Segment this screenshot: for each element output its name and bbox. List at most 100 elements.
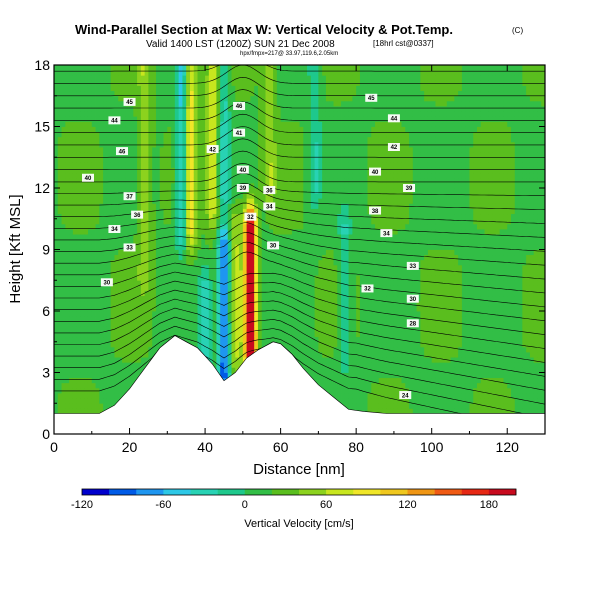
velocity-cell (95, 100, 100, 107)
velocity-cell (54, 326, 59, 332)
velocity-cell (295, 111, 300, 117)
velocity-cell (231, 213, 236, 220)
velocity-cell (80, 239, 85, 245)
velocity-cell (276, 141, 282, 148)
velocity-cell (186, 239, 191, 245)
velocity-cell (239, 249, 244, 256)
velocity-cell (269, 172, 274, 179)
velocity-cell (178, 218, 183, 225)
velocity-cell (148, 352, 153, 358)
velocity-cell (235, 70, 240, 76)
velocity-cell (254, 106, 259, 112)
velocity-cell (291, 90, 297, 97)
velocity-cell (129, 239, 134, 245)
velocity-cell (250, 311, 255, 317)
velocity-cell (189, 203, 195, 209)
velocity-cell (291, 244, 297, 250)
velocity-cell (189, 249, 195, 256)
velocity-cell (235, 198, 240, 204)
velocity-cell (133, 336, 138, 343)
velocity-cell (137, 295, 142, 302)
velocity-cell (152, 121, 157, 127)
velocity-cell (205, 203, 210, 209)
velocity-cell (295, 193, 300, 199)
velocity-cell (129, 152, 134, 158)
velocity-cell (95, 403, 100, 409)
velocity-cell (72, 172, 78, 179)
velocity-cell (65, 239, 70, 245)
velocity-cell (216, 316, 221, 322)
velocity-cell (69, 188, 74, 194)
velocity-cell (254, 177, 259, 184)
velocity-cell (212, 331, 217, 338)
velocity-cell (76, 172, 81, 179)
velocity-cell (189, 336, 195, 343)
velocity-cell (114, 249, 119, 256)
velocity-cell (227, 249, 232, 256)
velocity-cell (140, 264, 146, 271)
velocity-cell (121, 295, 127, 302)
velocity-cell (254, 75, 259, 81)
velocity-cell (220, 208, 225, 215)
velocity-cell (205, 326, 210, 332)
velocity-cell (189, 331, 195, 338)
velocity-cell (280, 305, 285, 312)
velocity-cell (273, 141, 278, 148)
velocity-cell (205, 213, 210, 220)
velocity-cell (163, 131, 168, 138)
velocity-cell (220, 75, 225, 81)
velocity-cell (69, 111, 74, 117)
velocity-cell (167, 70, 172, 76)
velocity-cell (189, 275, 195, 281)
velocity-cell (61, 382, 66, 389)
velocity-cell (246, 229, 251, 235)
velocity-cell (273, 100, 278, 107)
velocity-cell (178, 311, 183, 317)
velocity-cell (310, 326, 316, 332)
velocity-cell (103, 290, 108, 297)
velocity-cell (76, 229, 81, 235)
velocity-cell (310, 254, 316, 261)
velocity-cell (208, 239, 214, 245)
velocity-cell (227, 162, 232, 168)
velocity-cell (171, 264, 176, 271)
velocity-cell (269, 121, 274, 127)
velocity-cell (212, 285, 217, 291)
velocity-cell (57, 172, 62, 179)
velocity-cell (103, 75, 108, 81)
velocity-cell (106, 177, 112, 184)
velocity-cell (76, 131, 81, 138)
velocity-cell (314, 316, 319, 322)
velocity-cell (307, 95, 312, 102)
velocity-cell (103, 403, 108, 409)
velocity-cell (201, 300, 206, 307)
velocity-cell (65, 147, 70, 153)
velocity-cell (167, 213, 172, 220)
velocity-cell (87, 75, 93, 81)
velocity-cell (91, 285, 96, 291)
velocity-cell (103, 90, 108, 97)
velocity-cell (137, 95, 142, 102)
velocity-cell (186, 172, 191, 179)
velocity-cell (125, 131, 130, 138)
velocity-cell (106, 270, 112, 276)
velocity-cell (129, 377, 134, 384)
velocity-cell (223, 162, 229, 168)
velocity-cell (212, 167, 217, 174)
velocity-cell (155, 254, 161, 261)
velocity-cell (54, 372, 59, 379)
velocity-cell (314, 372, 319, 379)
velocity-cell (163, 152, 168, 158)
velocity-cell (307, 326, 312, 332)
velocity-cell (95, 372, 100, 379)
velocity-cell (69, 305, 74, 312)
velocity-cell (57, 239, 62, 245)
velocity-cell (76, 239, 81, 245)
velocity-cell (110, 100, 115, 107)
velocity-cell (61, 352, 66, 358)
velocity-cell (201, 198, 206, 204)
velocity-cell (159, 331, 164, 338)
velocity-cell (144, 280, 149, 286)
velocity-cell (295, 305, 300, 312)
velocity-cell (295, 295, 300, 302)
